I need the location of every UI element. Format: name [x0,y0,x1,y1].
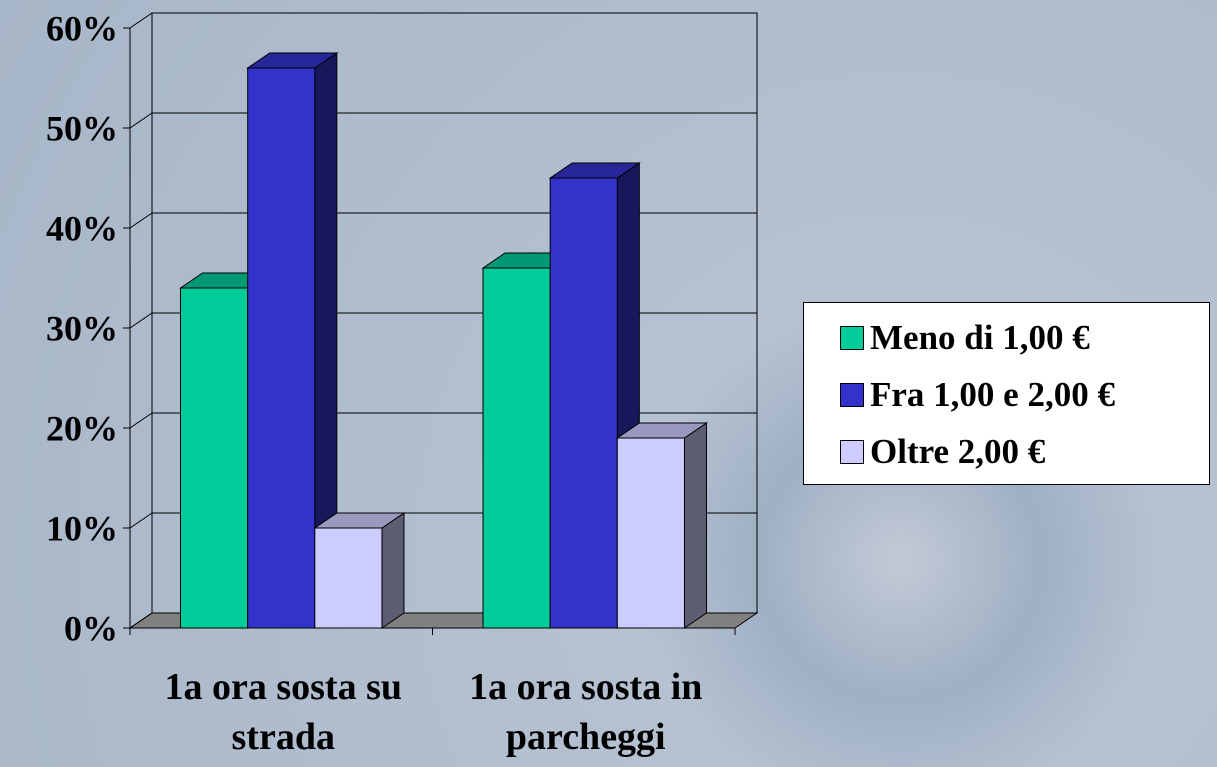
y-tick-label: 10% [46,508,118,548]
legend-item: Oltre 2,00 € [840,423,1209,480]
side-grid-line [130,413,152,428]
x-tick-label: 1a ora sosta in parcheggi [456,662,716,762]
x-tick-label: 1a ora sosta su strada [153,662,413,762]
legend-item: Meno di 1,00 € [840,309,1209,366]
side-grid-line [130,513,152,528]
legend-swatch [840,383,864,407]
legend-item: Fra 1,00 e 2,00 € [840,366,1209,423]
legend-swatch [840,326,864,350]
bar [315,528,382,628]
y-tick-label: 60% [46,8,118,48]
legend-label: Fra 1,00 e 2,00 € [870,375,1115,415]
y-tick-label: 50% [46,108,118,148]
y-tick-label: 0% [64,608,118,648]
y-tick-label: 30% [46,308,118,348]
side-grid-line [130,213,152,228]
y-tick-label: 20% [46,408,118,448]
bar [181,288,248,628]
bar [483,268,550,628]
side-grid-line [130,313,152,328]
page: {"chart_data": {"type": "bar3d", "catego… [0,0,1217,767]
bar [550,178,617,628]
side-grid-line [130,13,152,28]
legend-swatch [840,440,864,464]
legend-label: Oltre 2,00 € [870,432,1045,472]
side-grid-line [130,113,152,128]
bar [617,438,684,628]
legend: Meno di 1,00 € Fra 1,00 e 2,00 € Oltre 2,0… [803,302,1210,485]
legend-label: Meno di 1,00 € [870,318,1090,358]
bar-side [382,513,404,628]
bar [248,68,315,628]
y-tick-label: 40% [46,208,118,248]
bar-side [684,423,706,628]
